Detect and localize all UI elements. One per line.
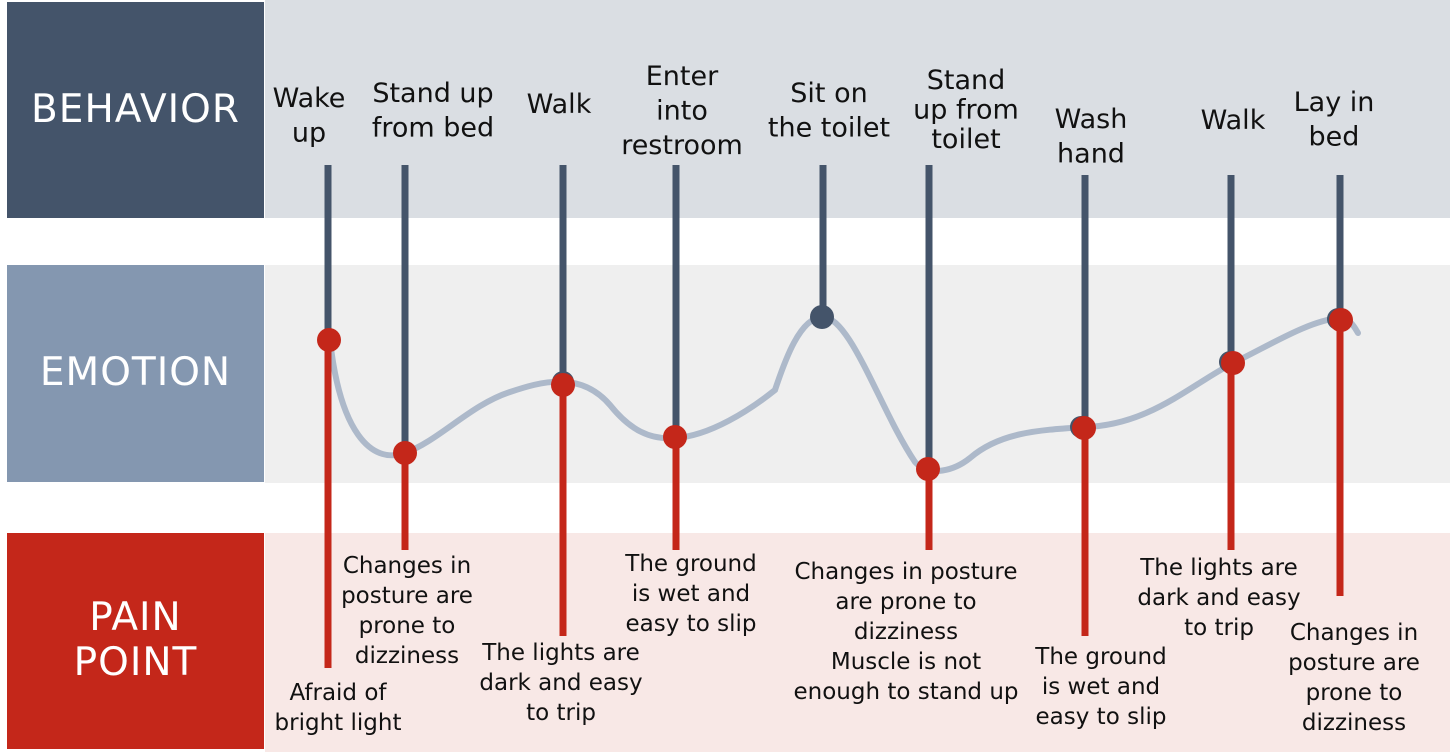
- pain-label-line: Changes in: [343, 553, 471, 579]
- behavior-label-line: Wake: [273, 83, 346, 114]
- emotion-node-2: [393, 441, 417, 465]
- behavior-label-line: toilet: [931, 124, 1000, 155]
- behavior-label-line: Lay in: [1294, 87, 1375, 118]
- pain-label-line: dark and easy: [479, 670, 642, 696]
- pain-label-line: easy to slip: [626, 611, 757, 637]
- pain-label-line: The lights are: [1139, 555, 1298, 581]
- behavior-label-6: Stand up from toilet: [913, 65, 1019, 155]
- pain-label-line: dizziness: [1302, 710, 1406, 736]
- emotion-node-6: [916, 457, 940, 481]
- behavior-label-4: Enter into restroom: [621, 61, 743, 161]
- pain-label-line: dizziness: [355, 643, 459, 669]
- behavior-label-7: Wash hand: [1055, 104, 1128, 170]
- behavior-label-line: the toilet: [768, 113, 890, 144]
- behavior-label-3: Walk: [527, 89, 592, 120]
- behavior-label-8: Walk: [1201, 105, 1266, 136]
- emotion-node-5: [810, 305, 834, 329]
- behavior-label-line: up: [292, 118, 326, 149]
- pain-label-6: Changes in posture are prone to dizziness M…: [793, 559, 1018, 705]
- emotion-label-text: EMOTION: [39, 350, 232, 396]
- pain-label-2: Changes in posture are prone to dizziness: [341, 553, 473, 669]
- pain-label-line: to trip: [526, 700, 596, 726]
- emotion-node-1: [317, 328, 341, 352]
- behavior-label-2: Stand up from bed: [372, 78, 494, 144]
- pain-label-line: enough to stand up: [793, 679, 1018, 705]
- behavior-label-line: bed: [1309, 122, 1360, 153]
- behavior-label-1: Wake up: [273, 83, 346, 149]
- behavior-label-line: Sit on: [790, 78, 867, 109]
- pain-label-line: are prone to: [835, 589, 976, 615]
- pain-label-8: The lights are dark and easy to trip: [1137, 555, 1300, 641]
- emotion-row-label: EMOTION: [7, 265, 264, 482]
- pain-label-line: dark and easy: [1137, 585, 1300, 611]
- emotion-node-3: [551, 373, 575, 397]
- behavior-label-line: restroom: [621, 130, 743, 161]
- pain-label-line: The ground: [1034, 644, 1166, 670]
- pain-label-line: dizziness: [854, 619, 958, 645]
- pain-label-line: is wet and: [632, 581, 750, 607]
- pain-point-row-label: PAIN POINT: [7, 533, 264, 749]
- pain-label-line: to trip: [1184, 615, 1254, 641]
- behavior-band: [265, 0, 1450, 218]
- pain-label-line: posture are: [341, 583, 473, 609]
- behavior-label-line: into: [656, 96, 708, 127]
- behavior-label-line: Stand: [927, 65, 1006, 96]
- behavior-label-line: from bed: [372, 113, 494, 144]
- pain-label-4: The ground is wet and easy to slip: [624, 551, 756, 637]
- behavior-label-line: Enter: [646, 61, 719, 92]
- emotion-curve: [327, 314, 1361, 474]
- pain-label-line: prone to: [359, 613, 456, 639]
- pain-label-3: The lights are dark and easy to trip: [479, 640, 642, 726]
- emotion-band: [265, 265, 1450, 483]
- pain-label-line: Changes in: [1290, 620, 1418, 646]
- behavior-label-line: up from: [913, 94, 1019, 125]
- behavior-label-line: Walk: [1201, 105, 1266, 136]
- behavior-label-line: Walk: [527, 89, 592, 120]
- pain-label-line: bright light: [275, 710, 402, 736]
- pain-label-line: The lights are: [481, 640, 640, 666]
- pain-label-line: posture are: [1288, 650, 1420, 676]
- behavior-label-line: Wash: [1055, 104, 1128, 135]
- behavior-label-text: BEHAVIOR: [31, 86, 240, 132]
- pain-label-9: Changes in posture are prone to dizziness: [1288, 620, 1420, 736]
- emotion-node-8: [1221, 351, 1245, 375]
- behavior-label-9: Lay in bed: [1294, 87, 1375, 153]
- pain-label-1: Afraid of bright light: [275, 680, 402, 736]
- pain-label-line: The ground: [624, 551, 756, 577]
- behavior-label-line: hand: [1057, 139, 1125, 170]
- behavior-row-label: BEHAVIOR: [7, 2, 264, 218]
- behavior-label-5: Sit on the toilet: [768, 78, 890, 144]
- behavior-label-line: Stand up: [372, 78, 493, 109]
- emotion-node-7: [1072, 416, 1096, 440]
- pain-label-line: is wet and: [1042, 674, 1160, 700]
- pain-label-line: Changes in posture: [795, 559, 1018, 585]
- emotion-node-4: [663, 425, 687, 449]
- pain-point-band: [265, 533, 1450, 752]
- pain-label-7: The ground is wet and easy to slip: [1034, 644, 1166, 730]
- pain-label-line: easy to slip: [1036, 704, 1167, 730]
- pain-point-label-text: PAIN POINT: [73, 595, 198, 685]
- pain-label-line: prone to: [1306, 680, 1403, 706]
- emotion-node-9: [1329, 308, 1353, 332]
- pain-label-line: Muscle is not: [831, 649, 981, 675]
- pain-label-line: Afraid of: [289, 680, 387, 706]
